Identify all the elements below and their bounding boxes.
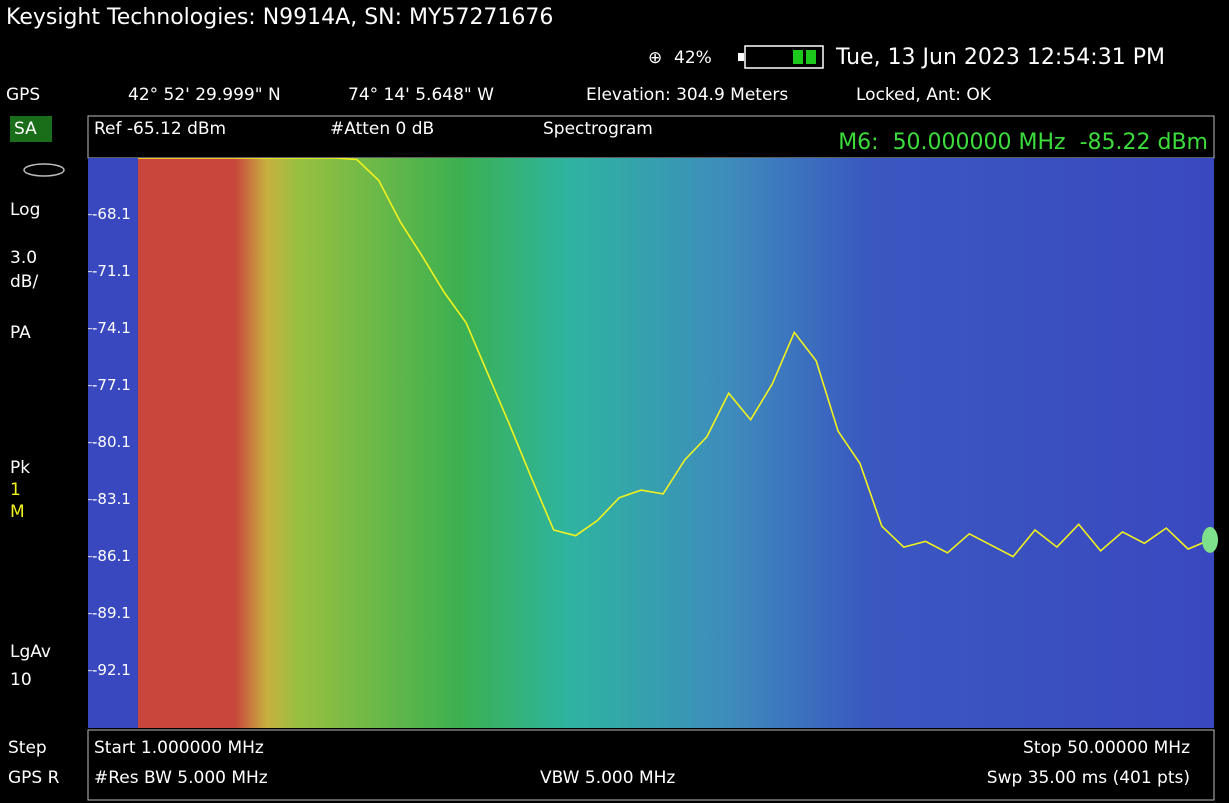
ref-level[interactable]: Ref -65.12 dBm: [94, 119, 226, 139]
y-tick-label: -74.1: [92, 319, 131, 337]
marker: [1202, 526, 1218, 553]
gps-label: GPS: [6, 85, 40, 105]
start-freq[interactable]: Start 1.000000 MHz: [94, 738, 264, 758]
sidebar-average-count: 10: [10, 670, 32, 690]
y-tick-label: -83.1: [92, 490, 131, 508]
gps-icon: ⊕: [648, 48, 662, 68]
title: Keysight Technologies: N9914A, SN: MY572…: [6, 5, 553, 30]
stop-freq[interactable]: Stop 50.00000 MHz: [1023, 738, 1190, 758]
latitude: 42° 52' 29.999" N: [128, 85, 281, 105]
settings-bar: [87, 115, 1215, 159]
sidebar-trace-number: 1: [10, 480, 21, 500]
y-tick-label: -86.1: [92, 547, 131, 565]
sidebar-icon: [23, 163, 65, 177]
sidebar-scale-unit: dB/: [10, 272, 38, 292]
y-tick-label: -89.1: [92, 604, 131, 622]
battery-cell: [806, 50, 816, 64]
battery: [744, 45, 824, 69]
sweep[interactable]: Swp 35.00 ms (401 pts): [987, 768, 1190, 788]
y-tick-label: -71.1: [92, 262, 131, 280]
y-tick-label: -77.1: [92, 376, 131, 394]
footer-bar: [87, 729, 1215, 801]
battery-tip: [738, 53, 744, 61]
sidebar-detector[interactable]: Pk: [10, 458, 30, 478]
gps-percent: 42%: [674, 48, 712, 68]
gps-status: Locked, Ant: OK: [856, 85, 992, 105]
rbw[interactable]: #Res BW 5.000 MHz: [94, 768, 268, 788]
sidebar-mode[interactable]: SA: [14, 119, 37, 139]
spectrogram: [138, 158, 1210, 728]
sidebar-average[interactable]: LgAv: [10, 642, 51, 662]
y-tick-label: -80.1: [92, 433, 131, 451]
marker-readout: M6: 50.000000 MHz -85.22 dBm: [838, 130, 1208, 155]
sidebar-trace-state: M: [10, 502, 25, 522]
trace: [138, 158, 1211, 558]
sidebar-preamp[interactable]: PA: [10, 323, 31, 343]
longitude: 74° 14' 5.648" W: [348, 85, 494, 105]
y-tick-label: -68.1: [92, 205, 131, 223]
elevation: Elevation: 304.9 Meters: [586, 85, 788, 105]
datetime: Tue, 13 Jun 2023 12:54:31 PM: [835, 45, 1165, 70]
sidebar-scale-value[interactable]: 3.0: [10, 248, 37, 268]
sidebar-step[interactable]: Step: [8, 738, 47, 758]
vbw[interactable]: VBW 5.000 MHz: [540, 768, 675, 788]
view-mode[interactable]: Spectrogram: [543, 119, 653, 139]
mode-highlight: [10, 116, 52, 142]
sidebar-scale-type[interactable]: Log: [10, 200, 40, 220]
battery-cell: [793, 50, 803, 64]
attenuation[interactable]: #Atten 0 dB: [330, 119, 434, 139]
sidebar-gps-r[interactable]: GPS R: [8, 768, 60, 788]
y-tick-label: -92.1: [92, 661, 131, 679]
